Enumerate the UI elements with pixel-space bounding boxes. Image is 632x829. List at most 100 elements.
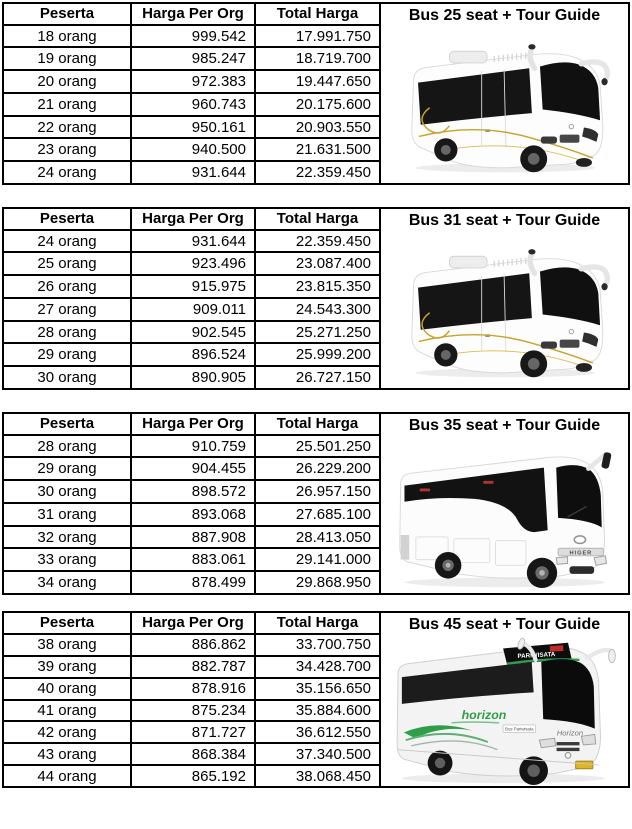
side-label-plate <box>502 724 536 733</box>
table-row: 40 orang 878.916 35.156.650 <box>2 676 629 701</box>
total-cell: 25.999.200 <box>254 342 381 368</box>
windshield <box>539 266 600 325</box>
front-grille <box>559 134 579 143</box>
table-row: 44 orang 865.192 38.068.450 <box>2 764 629 788</box>
harga-cell: 896.524 <box>130 342 256 368</box>
left-headlight <box>538 737 556 749</box>
peserta-cell: 38 orang <box>2 632 132 657</box>
harga-cell: 883.061 <box>130 547 256 573</box>
left-headlight <box>540 135 557 144</box>
logo-underline-swash <box>450 721 499 724</box>
total-cell: 28.413.050 <box>254 524 381 550</box>
front-grille <box>559 339 579 348</box>
header-row: Peserta Harga Per Org Total Harga Bus 45… <box>2 611 630 788</box>
harga-cell: 910.759 <box>130 433 256 459</box>
left-mirror-glass <box>527 43 535 49</box>
harga-cell: 886.862 <box>130 632 256 657</box>
rear-wheel-cap <box>445 562 450 568</box>
price-list-page: Peserta Harga Per Org Total Harga Bus 25… <box>2 2 630 788</box>
total-cell: 25.501.250 <box>254 433 381 459</box>
table-row: 42 orang 871.727 36.612.550 <box>2 720 629 745</box>
side-windows <box>403 467 548 532</box>
peserta-cell: 30 orang <box>2 365 132 390</box>
wiper <box>566 505 587 518</box>
price-table-bus-25: Peserta Harga Per Org Total Harga Bus 25… <box>2 2 630 185</box>
price-table-bus-35: Peserta Harga Per Org Total Harga Bus 35… <box>2 412 630 595</box>
harga-cell: 940.500 <box>130 137 256 163</box>
total-cell: 29.868.950 <box>254 570 381 595</box>
grille-slit-top <box>556 742 579 746</box>
harga-cell: 871.727 <box>130 720 256 745</box>
total-cell: 17.991.750 <box>254 23 381 49</box>
peserta-cell: 39 orang <box>2 654 132 679</box>
front-wheel-hub <box>527 152 540 165</box>
bus-25-image <box>382 27 627 182</box>
side-windows <box>417 272 532 330</box>
harga-cell: 890.905 <box>130 365 256 390</box>
table-row: 28 orang 902.545 25.271.250 <box>2 319 629 345</box>
total-cell: 38.068.450 <box>254 764 381 788</box>
col-header-peserta: Peserta <box>2 2 132 26</box>
chrome-grille <box>557 547 604 556</box>
total-cell: 26.229.200 <box>254 456 381 482</box>
total-cell: 29.141.000 <box>254 547 381 573</box>
front-logo-badge <box>568 328 574 334</box>
left-mirror-glass <box>516 637 525 650</box>
table-row: 20 orang 972.383 19.447.650 <box>2 69 629 94</box>
peserta-cell: 28 orang <box>2 433 132 459</box>
header-row: Peserta Harga Per Org Total Harga Bus 31… <box>2 207 630 390</box>
grille-slit-bottom <box>556 747 579 752</box>
right-mirror-glass <box>600 282 608 290</box>
bus-shadow <box>404 577 605 587</box>
harga-cell: 882.787 <box>130 654 256 679</box>
left-headlight <box>540 340 557 349</box>
gold-stripe <box>418 333 593 364</box>
harga-cell: 878.499 <box>130 570 256 595</box>
price-table-bus-45: Peserta Harga Per Org Total Harga Bus 45… <box>2 611 630 788</box>
total-cell: 33.700.750 <box>254 632 381 657</box>
gold-stripe-thin <box>450 144 589 164</box>
mirror-arm <box>585 451 608 471</box>
roof-vents <box>493 52 526 62</box>
harga-cell: 915.975 <box>130 274 256 299</box>
col-header-total-harga: Total Harga <box>254 412 381 436</box>
bumper-intake <box>568 565 594 574</box>
col-header-peserta: Peserta <box>2 207 132 231</box>
total-cell: 37.340.500 <box>254 742 381 767</box>
rear-panel <box>400 534 409 560</box>
harga-cell: 865.192 <box>130 764 256 788</box>
bus-35-image: HIGER <box>382 437 627 592</box>
windshield <box>540 659 595 729</box>
harga-cell: 868.384 <box>130 742 256 767</box>
peserta-cell: 23 orang <box>2 137 132 163</box>
harga-cell: 923.496 <box>130 251 256 277</box>
table-row: 43 orang 868.384 37.340.500 <box>2 742 629 767</box>
side-label-text: Bus Pariwisata <box>505 727 534 732</box>
right-headlight <box>581 331 598 347</box>
harga-cell: 931.644 <box>130 228 256 254</box>
green-swoosh-line <box>404 732 488 743</box>
right-mirror-arm <box>578 263 610 289</box>
peserta-cell: 24 orang <box>2 228 132 254</box>
table-row: 21 orang 960.743 20.175.600 <box>2 91 629 117</box>
harga-cell: 999.542 <box>130 23 256 49</box>
table-row: 22 orang 950.161 20.903.550 <box>2 114 629 140</box>
grey-swoosh-line <box>410 740 498 751</box>
table-row: 18 orang 999.542 17.991.750 <box>2 23 629 49</box>
peserta-cell: 26 orang <box>2 274 132 299</box>
right-headlight <box>581 126 598 142</box>
total-cell: 27.685.100 <box>254 501 381 527</box>
peserta-cell: 41 orang <box>2 698 132 723</box>
col-header-harga-per-org: Harga Per Org <box>130 207 256 231</box>
table-row: 33 orang 883.061 29.141.000 <box>2 547 629 573</box>
higer-oval-badge <box>573 534 586 544</box>
harga-cell: 931.644 <box>130 160 256 185</box>
peserta-cell: 32 orang <box>2 524 132 550</box>
luggage-doors <box>414 535 526 566</box>
bus-cell-25: Bus 25 seat + Tour Guide <box>379 2 630 185</box>
bus-cell-31: Bus 31 seat + Tour Guide <box>379 207 630 390</box>
header-row: Peserta Harga Per Org Total Harga Bus 35… <box>2 412 630 595</box>
front-wheel-hub <box>527 357 540 370</box>
harga-cell: 985.247 <box>130 46 256 72</box>
peserta-cell: 31 orang <box>2 501 132 527</box>
